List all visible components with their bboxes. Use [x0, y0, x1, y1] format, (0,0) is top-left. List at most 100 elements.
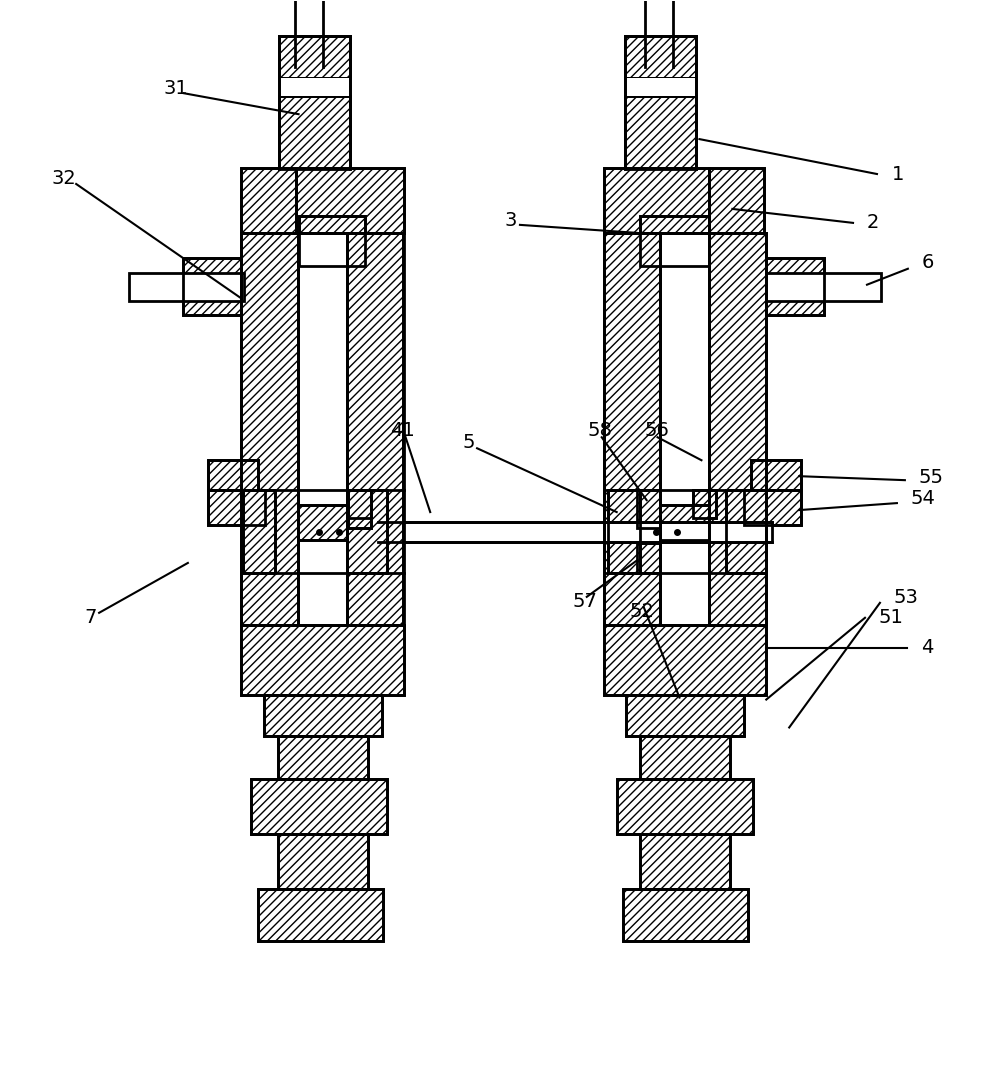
Bar — [766, 257, 824, 315]
Bar — [625, 695, 744, 736]
Bar — [207, 490, 265, 525]
Bar — [709, 232, 766, 625]
Bar — [278, 736, 369, 779]
Bar — [279, 96, 350, 169]
Bar — [709, 168, 764, 232]
Bar — [241, 168, 296, 232]
Bar — [207, 461, 258, 490]
Bar — [207, 490, 265, 525]
Text: 55: 55 — [918, 468, 944, 486]
Bar — [298, 216, 366, 266]
Bar — [296, 168, 404, 232]
Bar — [660, 505, 709, 540]
Bar — [207, 461, 258, 490]
Bar — [347, 490, 388, 573]
Bar — [604, 232, 660, 625]
Bar — [607, 490, 639, 573]
Bar — [751, 461, 802, 490]
Bar — [744, 490, 802, 525]
Bar — [766, 272, 881, 301]
Bar — [604, 168, 709, 232]
Text: 53: 53 — [894, 588, 918, 608]
Bar — [298, 216, 366, 266]
Bar — [241, 168, 296, 232]
Bar — [660, 505, 709, 540]
Text: 6: 6 — [921, 253, 934, 272]
Bar — [241, 232, 298, 625]
Text: 3: 3 — [505, 212, 518, 230]
Bar — [624, 96, 697, 169]
Bar — [348, 490, 372, 528]
Bar — [278, 835, 369, 889]
Bar — [639, 736, 730, 779]
Bar — [348, 490, 372, 528]
Bar — [726, 490, 766, 573]
Bar — [744, 490, 802, 525]
Bar — [251, 779, 388, 835]
Text: 1: 1 — [892, 164, 904, 184]
Text: 7: 7 — [85, 609, 97, 627]
Bar — [278, 835, 369, 889]
Text: 51: 51 — [879, 609, 904, 627]
Bar — [607, 490, 639, 573]
Text: 31: 31 — [164, 79, 188, 97]
Bar — [348, 490, 372, 518]
Text: 32: 32 — [51, 169, 76, 187]
Bar — [709, 168, 764, 232]
Bar — [264, 695, 383, 736]
Bar — [348, 490, 372, 518]
Bar — [279, 78, 350, 96]
Bar — [241, 625, 404, 695]
Bar — [636, 543, 660, 573]
Text: 58: 58 — [588, 421, 612, 440]
Bar — [604, 232, 660, 625]
Bar — [241, 625, 404, 695]
Bar — [258, 889, 384, 940]
Bar — [279, 96, 350, 169]
Bar — [622, 889, 748, 940]
Bar — [264, 695, 383, 736]
Bar — [726, 490, 766, 573]
Bar — [604, 625, 766, 695]
Bar — [347, 232, 403, 625]
Bar — [278, 736, 369, 779]
Text: 41: 41 — [391, 421, 415, 440]
Bar — [624, 96, 697, 169]
Bar — [766, 257, 824, 315]
Bar — [694, 490, 716, 518]
Bar — [639, 216, 709, 266]
Bar — [241, 232, 298, 625]
Bar — [129, 272, 244, 301]
Bar — [183, 257, 241, 315]
Bar — [625, 695, 744, 736]
Bar — [694, 490, 716, 518]
Bar — [639, 736, 730, 779]
Bar — [751, 461, 802, 490]
Bar — [298, 505, 347, 540]
Text: 2: 2 — [867, 213, 879, 232]
Text: 54: 54 — [911, 489, 936, 508]
Bar — [639, 835, 730, 889]
Text: 52: 52 — [629, 602, 655, 622]
Bar — [624, 78, 697, 96]
Text: 56: 56 — [644, 421, 670, 440]
Bar — [639, 216, 709, 266]
Bar — [296, 168, 404, 232]
Text: 5: 5 — [462, 432, 474, 452]
Bar — [243, 490, 275, 573]
Bar — [347, 490, 388, 573]
Bar — [183, 257, 241, 315]
Bar — [298, 232, 347, 625]
Text: 57: 57 — [573, 592, 598, 612]
Bar — [258, 889, 384, 940]
Bar — [604, 168, 709, 232]
Bar — [379, 522, 772, 542]
Bar — [636, 543, 660, 573]
Bar — [636, 490, 660, 528]
Bar — [251, 779, 388, 835]
Bar — [616, 779, 753, 835]
Bar — [616, 779, 753, 835]
Bar — [279, 37, 350, 78]
Bar — [279, 37, 350, 78]
Bar — [636, 490, 660, 528]
